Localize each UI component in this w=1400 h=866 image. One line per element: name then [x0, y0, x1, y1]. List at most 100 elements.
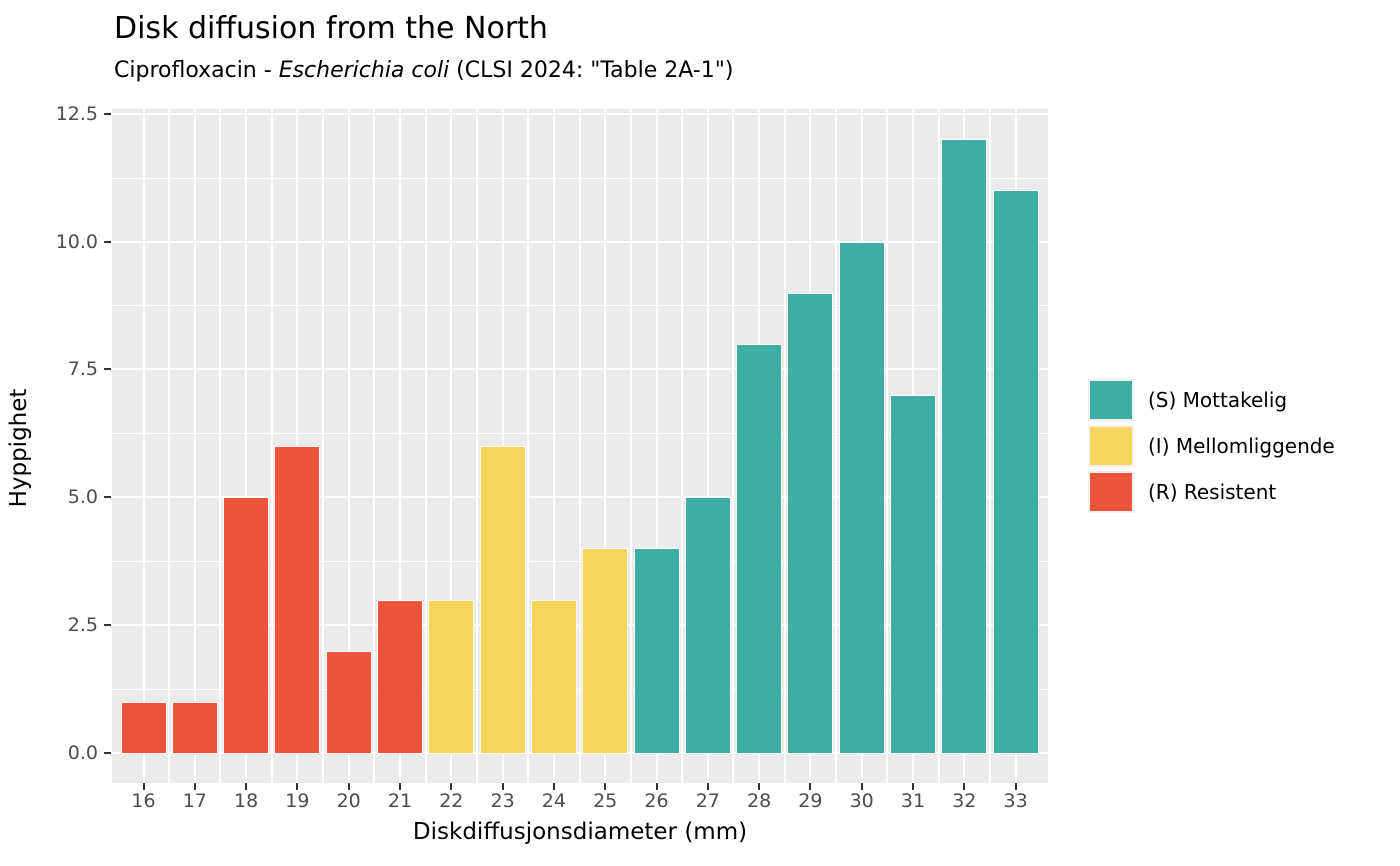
gridline-x-major	[142, 109, 145, 783]
x-tick-label: 18	[234, 790, 259, 812]
y-tick-mark	[104, 496, 111, 499]
bar-24	[530, 599, 577, 753]
x-tick-label: 24	[541, 790, 566, 812]
gridline-x-minor	[322, 109, 325, 783]
x-tick-mark	[450, 783, 453, 790]
y-tick-mark	[104, 752, 111, 754]
y-tick-label: 10.0	[55, 230, 98, 253]
x-tick-label: 20	[336, 790, 361, 812]
chart-subtitle: Ciprofloxacin - Escherichia coli (CLSI 2…	[114, 58, 733, 83]
gridline-x-minor	[732, 109, 735, 783]
gridline-x-minor	[424, 109, 427, 783]
gridline-x-minor	[835, 109, 838, 783]
bar-26	[633, 548, 680, 753]
gridline-x-minor	[783, 109, 786, 783]
legend: (S) Mottakelig (I) Mellomliggende (R) Resi…	[1088, 379, 1335, 517]
x-tick-label: 30	[849, 790, 874, 812]
legend-swatch-r	[1090, 473, 1132, 511]
x-tick-label: 19	[285, 790, 310, 812]
bar-18	[223, 497, 270, 753]
gridline-x-minor	[681, 109, 684, 783]
x-tick-mark	[706, 783, 709, 790]
gridline-x-minor	[475, 109, 478, 783]
bar-23	[479, 446, 526, 753]
bar-33	[992, 190, 1039, 753]
legend-label-s: (S) Mottakelig	[1148, 388, 1288, 412]
legend-key-r	[1088, 471, 1134, 513]
x-tick-label: 21	[387, 790, 413, 812]
gridline-x-minor	[886, 109, 889, 783]
bar-28	[736, 343, 783, 753]
gridline-x-minor	[373, 109, 376, 783]
gridline-x-major	[399, 109, 401, 783]
y-tick-label: 5.0	[67, 486, 98, 509]
gridline-x-major	[706, 109, 709, 783]
gridline-x-minor	[937, 109, 940, 783]
x-tick-mark	[296, 783, 299, 790]
y-tick-label: 7.5	[67, 358, 98, 381]
x-tick-mark	[142, 783, 145, 790]
gridline-x-major	[193, 109, 196, 783]
chart-title: Disk diffusion from the North	[114, 11, 548, 46]
gridline-x-major	[245, 109, 248, 783]
gridline-x-minor	[578, 109, 581, 783]
bar-31	[890, 394, 936, 753]
x-tick-label: 25	[593, 790, 618, 812]
bar-16	[120, 701, 167, 753]
legend-swatch-s	[1090, 381, 1132, 419]
legend-item-s: (S) Mottakelig	[1088, 379, 1335, 421]
gridline-x-minor	[219, 109, 222, 783]
x-tick-label: 22	[439, 790, 464, 812]
x-tick-mark	[347, 783, 350, 790]
x-tick-label: 16	[131, 790, 156, 812]
x-tick-mark	[193, 783, 196, 790]
gridline-x-minor	[629, 109, 632, 783]
gridline-x-major	[450, 109, 453, 783]
x-tick-label: 27	[695, 790, 720, 812]
bar-29	[787, 292, 834, 753]
x-tick-label: 33	[1003, 790, 1028, 812]
x-tick-label: 17	[182, 790, 207, 812]
x-tick-mark	[655, 783, 658, 790]
x-tick-mark	[501, 783, 504, 790]
x-tick-mark	[963, 783, 966, 790]
x-axis-title: Diskdiffusjonsdiameter (mm)	[412, 819, 748, 845]
gridline-x-major	[347, 109, 350, 783]
bar-25	[582, 548, 629, 753]
legend-key-s	[1088, 379, 1134, 421]
gridline-x-major	[604, 109, 607, 783]
legend-swatch-i	[1090, 427, 1132, 465]
plot-panel	[112, 109, 1048, 783]
x-tick-mark	[245, 783, 248, 790]
x-tick-label: 32	[952, 790, 977, 812]
bar-17	[171, 701, 218, 753]
gridline-x-minor	[168, 109, 171, 783]
bar-27	[684, 497, 731, 753]
x-tick-label: 23	[490, 790, 515, 812]
x-tick-label: 26	[644, 790, 669, 812]
bar-20	[325, 650, 372, 753]
legend-label-i: (I) Mellomliggende	[1148, 434, 1335, 458]
subtitle-antibiotic: Ciprofloxacin -	[114, 58, 279, 83]
subtitle-organism: Escherichia coli	[278, 58, 450, 83]
x-tick-mark	[1014, 783, 1017, 790]
x-tick-label: 29	[798, 790, 823, 812]
bar-32	[941, 139, 988, 753]
bar-19	[274, 446, 321, 753]
legend-item-r: (R) Resistent	[1088, 471, 1335, 513]
y-axis-title: Hyppighet	[6, 388, 32, 508]
legend-label-r: (R) Resistent	[1148, 480, 1277, 504]
y-tick-mark	[104, 368, 111, 371]
x-tick-mark	[860, 783, 863, 790]
subtitle-guideline: (CLSI 2024: "Table 2A-1")	[449, 58, 734, 83]
gridline-x-minor	[988, 109, 991, 783]
bar-21	[377, 599, 423, 753]
gridline-x-major	[655, 109, 658, 783]
x-tick-mark	[809, 783, 812, 790]
x-tick-label: 28	[747, 790, 772, 812]
gridline-x-major	[552, 109, 555, 783]
gridline-x-major	[296, 109, 299, 783]
gridline-x-major	[501, 109, 504, 783]
legend-key-i	[1088, 425, 1134, 467]
